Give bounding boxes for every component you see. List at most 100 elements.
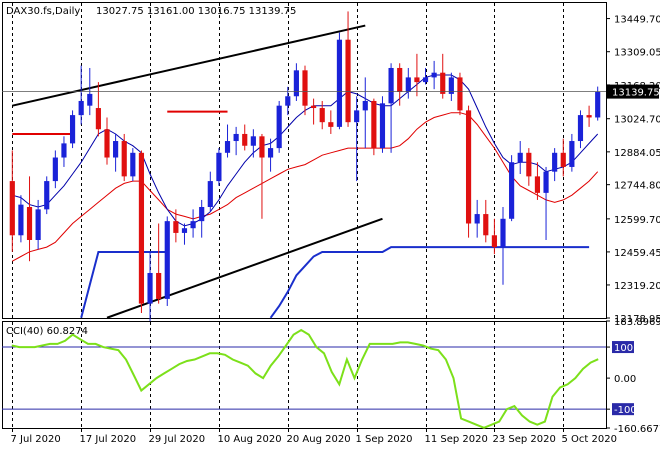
candle-body bbox=[440, 72, 446, 94]
cci-panel: 183.8969 100 0.00 -100 -160.6677 CCI(40) 60.… bbox=[2, 317, 660, 435]
candle-body bbox=[9, 181, 15, 236]
candle-body bbox=[285, 96, 291, 106]
candle-body bbox=[509, 162, 515, 219]
cci-line bbox=[11, 328, 599, 429]
candle-body bbox=[448, 77, 454, 94]
time-label: 20 Aug 2020 bbox=[287, 434, 351, 445]
candle-body bbox=[543, 171, 549, 193]
time-label: 10 Aug 2020 bbox=[218, 434, 282, 445]
candle-body bbox=[18, 204, 24, 236]
candle-body bbox=[52, 157, 58, 182]
price-tick-label: 13309.05 bbox=[614, 48, 660, 59]
candle-body bbox=[276, 105, 282, 149]
candle-body bbox=[517, 152, 523, 163]
candle-body bbox=[328, 122, 334, 127]
candle-body bbox=[190, 221, 196, 229]
candle-body bbox=[293, 70, 299, 97]
candle-body bbox=[69, 115, 76, 144]
time-axis: 7 Jul 2020 17 Jul 2020 29 Jul 2020 10 Aug 2… bbox=[11, 428, 617, 445]
candle-body bbox=[44, 181, 50, 210]
candle-body bbox=[259, 136, 265, 158]
candle-body bbox=[156, 272, 162, 299]
price-tick-label: 12178.95 bbox=[614, 314, 660, 325]
cci-panel-frame bbox=[2, 321, 607, 429]
candle-body bbox=[500, 218, 506, 248]
candle-body bbox=[87, 93, 93, 106]
price-tick-label: 13449.70 bbox=[614, 15, 660, 26]
candle-body bbox=[465, 110, 472, 224]
candle-body bbox=[388, 67, 394, 104]
candle-body bbox=[474, 214, 480, 224]
cci-tick-label: 0.00 bbox=[614, 374, 636, 385]
candle-body bbox=[379, 103, 386, 149]
candle-body bbox=[534, 176, 541, 193]
candle-body bbox=[595, 91, 601, 118]
candle-body bbox=[491, 235, 497, 248]
price-tick-label: 12744.80 bbox=[614, 181, 660, 192]
time-label: 29 Jul 2020 bbox=[149, 434, 206, 445]
candle-body bbox=[422, 77, 429, 83]
cci-title: CCI(40) 60.8274 bbox=[6, 326, 88, 337]
candle-body bbox=[130, 152, 136, 177]
candle-body bbox=[336, 39, 343, 127]
candle-body bbox=[414, 77, 420, 83]
candle-body bbox=[164, 221, 170, 299]
candle-body bbox=[552, 152, 558, 172]
candles bbox=[9, 11, 601, 325]
cci-tick-label: -160.6677 bbox=[614, 424, 660, 435]
candle-body bbox=[224, 141, 231, 153]
candle-body bbox=[397, 67, 403, 92]
candle-body bbox=[362, 100, 368, 111]
candle-body bbox=[457, 77, 463, 111]
candle-body bbox=[577, 115, 584, 142]
cci-level-tag bbox=[612, 341, 634, 354]
candle-body bbox=[147, 272, 153, 304]
candle-body bbox=[173, 221, 179, 233]
price-tick-label: 12599.70 bbox=[614, 215, 660, 226]
price-tick-label: 13024.70 bbox=[614, 115, 660, 126]
time-label: 17 Jul 2020 bbox=[80, 434, 137, 445]
candle-body bbox=[560, 152, 566, 167]
candle-body bbox=[526, 152, 532, 177]
candle-body bbox=[311, 105, 317, 109]
candle-body bbox=[483, 214, 489, 236]
cci-tick-label: -100 bbox=[614, 405, 637, 416]
candle-body bbox=[302, 70, 308, 106]
price-axis: 13449.7013309.0513168.2013024.7012884.05… bbox=[2, 15, 660, 325]
cci-level-tag bbox=[612, 403, 634, 416]
candle-body bbox=[233, 133, 239, 142]
candle-body bbox=[104, 129, 110, 158]
cci-tick-label: 183.8969 bbox=[614, 317, 660, 328]
candle-body bbox=[371, 100, 377, 149]
price-tick-label: 12459.45 bbox=[614, 248, 660, 259]
candle-body bbox=[78, 100, 84, 116]
candle-body bbox=[569, 141, 575, 167]
candle-body bbox=[207, 181, 213, 208]
candle-body bbox=[138, 152, 145, 304]
candle-body bbox=[35, 209, 41, 240]
time-label: 1 Sep 2020 bbox=[356, 434, 413, 445]
candle-body bbox=[95, 108, 101, 130]
cci-series-line bbox=[11, 328, 599, 429]
trend-line bbox=[12, 24, 366, 107]
candle-body bbox=[431, 72, 437, 78]
candle-body bbox=[345, 39, 351, 123]
candle-body bbox=[242, 133, 248, 146]
candle-body bbox=[405, 77, 411, 92]
candle-body bbox=[267, 148, 274, 158]
current-price-tag bbox=[607, 84, 659, 99]
candle-body bbox=[61, 143, 67, 158]
candle-body bbox=[586, 115, 592, 118]
candle-body bbox=[181, 228, 188, 233]
time-label: 11 Sep 2020 bbox=[425, 434, 488, 445]
candle-body bbox=[216, 152, 222, 182]
candle-body bbox=[354, 110, 360, 123]
candle-body bbox=[26, 207, 33, 240]
candle-body bbox=[113, 141, 119, 158]
price-panel: 13449.7013309.0513168.2013024.7012884.05… bbox=[2, 2, 660, 325]
trend-line bbox=[106, 217, 383, 319]
chart-ohlc-label: 13027.75 13161.00 13016.75 13139.75 bbox=[96, 6, 296, 17]
price-tick-label: 12884.05 bbox=[614, 148, 660, 159]
cci-axis: 183.8969 100 0.00 -100 -160.6677 bbox=[606, 317, 660, 435]
support-step-line bbox=[80, 246, 590, 319]
